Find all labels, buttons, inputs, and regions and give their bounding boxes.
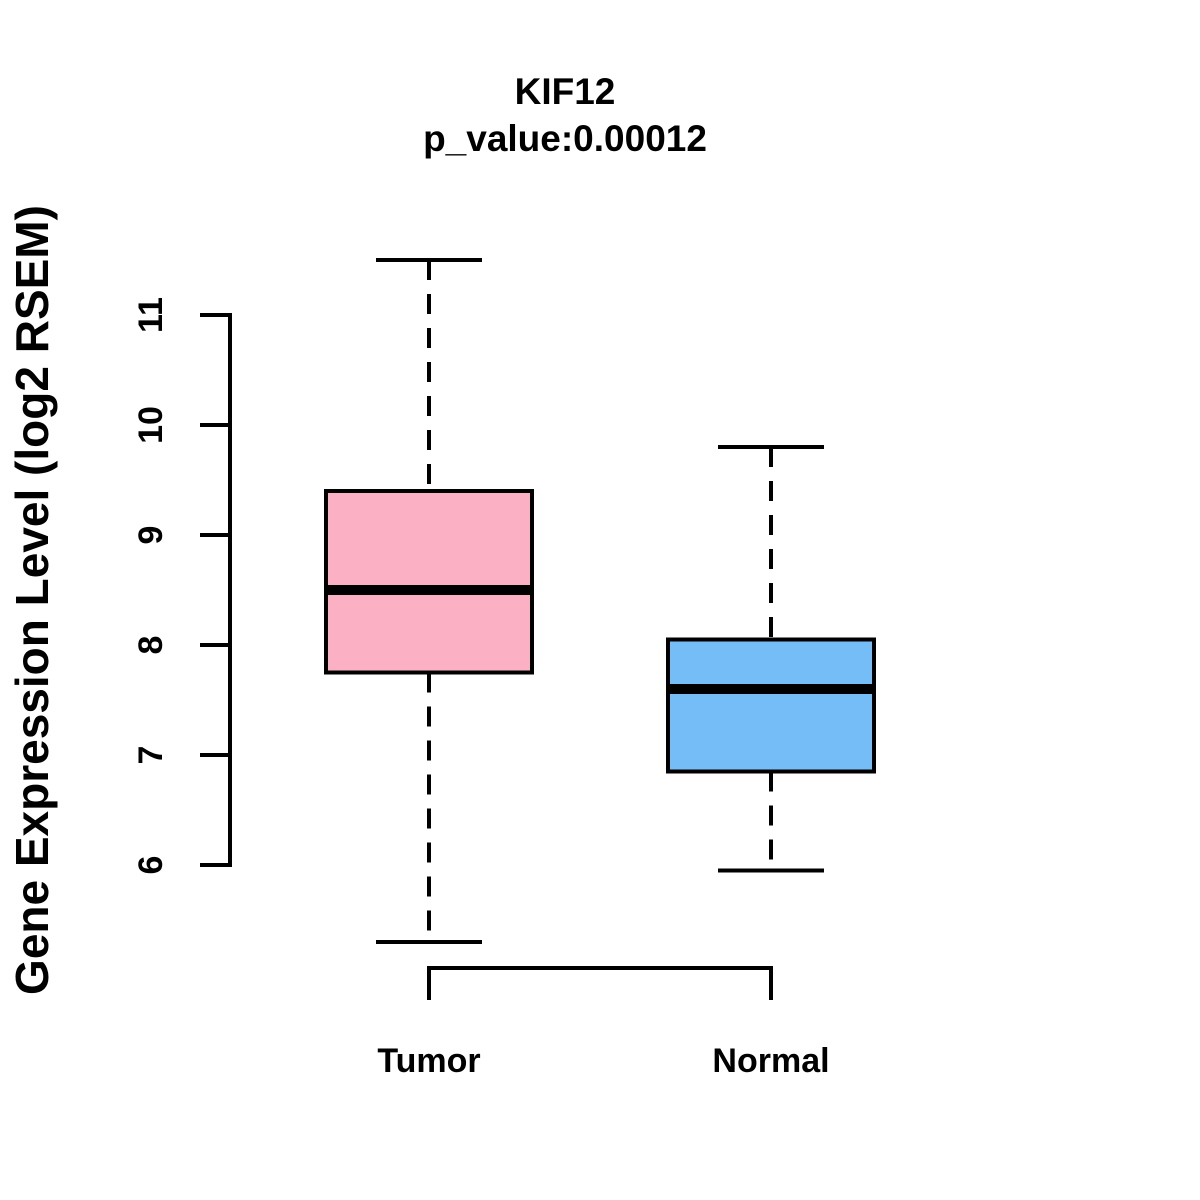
chart-title: KIF12	[514, 71, 616, 112]
y-axis-tick-label: 6	[132, 856, 170, 875]
y-axis-tick-label: 10	[132, 406, 170, 444]
y-axis-tick-label: 9	[132, 526, 170, 545]
title-block: KIF12 p_value:0.00012	[165, 68, 965, 162]
box-tumor	[324, 489, 534, 675]
y-axis-tick-label: 8	[132, 636, 170, 655]
chart-subtitle: p_value:0.00012	[423, 118, 707, 159]
x-axis-label-tumor: Tumor	[377, 1042, 480, 1080]
x-axis-label-normal: Normal	[712, 1042, 829, 1080]
box-normal	[666, 637, 876, 774]
y-axis-tick-label: 7	[132, 746, 170, 765]
y-axis-tick-label: 11	[132, 297, 170, 333]
